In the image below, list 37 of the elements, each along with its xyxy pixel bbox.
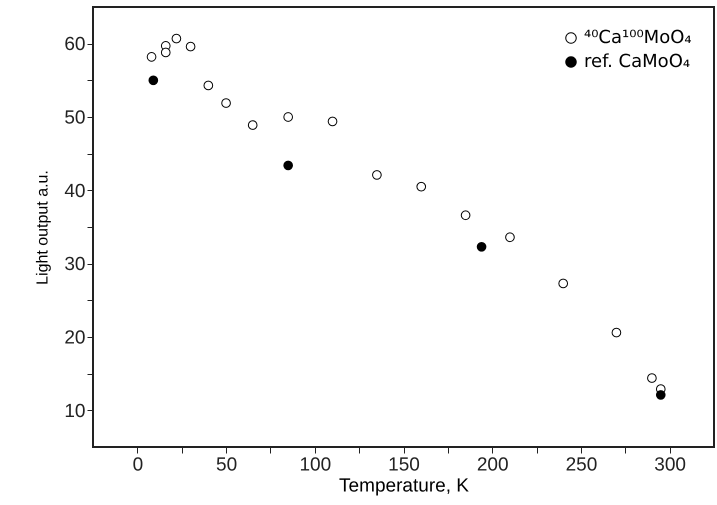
y-tick-label: 60 <box>64 34 86 56</box>
point <box>460 210 470 220</box>
point <box>248 120 258 130</box>
y-tick-label: 10 <box>64 400 86 422</box>
x-axis-title: Temperature, K <box>339 476 470 496</box>
y-tick-label: 30 <box>64 254 86 276</box>
legend-label: ref. CaMoO₄ <box>584 51 690 72</box>
point <box>647 373 657 383</box>
x-tick-label: 100 <box>299 454 332 476</box>
x-tick-label: 300 <box>654 454 686 476</box>
point <box>656 390 666 400</box>
x-tick-label: 150 <box>388 454 420 476</box>
legend-label: ⁴⁰Ca¹⁰⁰MoO₄ <box>584 27 692 48</box>
point <box>172 34 182 44</box>
point <box>505 232 515 242</box>
x-tick-label: 250 <box>566 454 598 476</box>
point <box>160 48 171 58</box>
y-axis-title: Light output a.u. <box>34 170 52 285</box>
y-tick-label: 20 <box>64 328 86 348</box>
x-tick-label: 50 <box>216 454 238 476</box>
point <box>372 170 382 180</box>
x-tick-label: 200 <box>476 454 509 476</box>
point <box>612 328 622 338</box>
point <box>146 52 156 62</box>
point <box>476 242 486 252</box>
point <box>221 98 231 108</box>
point <box>204 80 214 90</box>
point <box>283 112 293 122</box>
y-tick-label: 40 <box>64 180 86 202</box>
point <box>283 160 293 170</box>
y-tick-label: 50 <box>64 108 86 128</box>
point <box>186 42 196 52</box>
point <box>328 116 338 126</box>
point <box>148 76 158 86</box>
x-tick-label: 0 <box>132 454 144 476</box>
point <box>416 182 426 192</box>
point <box>558 278 568 288</box>
